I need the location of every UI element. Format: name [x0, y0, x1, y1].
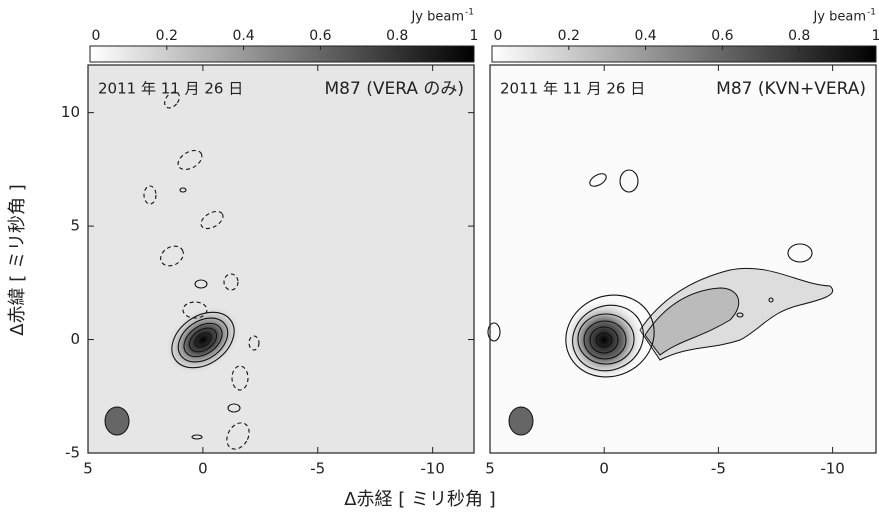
x-tick-label: 5 [485, 460, 495, 478]
x-tick-label: -10 [820, 460, 845, 478]
colorbar-tick-label: 0.8 [788, 28, 810, 44]
y-tick-label: 0 [70, 330, 80, 348]
frame [87, 64, 475, 454]
colorbar-label: Jy beam [410, 10, 464, 25]
y-axis-label: Δ赤緯 [ ミリ秒角 ] [7, 184, 28, 336]
y-tick-label: 5 [70, 217, 80, 235]
colorbar-tick-label: 0.4 [232, 28, 254, 44]
colorbar-tick-label: 0.2 [156, 28, 178, 44]
x-tick-label: -5 [310, 460, 325, 478]
image-background [88, 65, 474, 453]
y-tick-label: 10 [61, 103, 80, 121]
x-tick-label: -5 [711, 460, 726, 478]
date-label: 2011 年 11 月 26 日 [98, 80, 243, 98]
panel-title: M87 (VERA のみ) [325, 79, 465, 99]
x-tick-label: 0 [198, 460, 208, 478]
date-label: 2011 年 11 月 26 日 [500, 80, 645, 98]
colorbar-tick-label: 1 [470, 28, 479, 44]
image-background [490, 65, 876, 453]
contours [104, 91, 260, 450]
colorbar-label-sup: -1 [867, 8, 876, 18]
colorbar-label-sup: -1 [465, 8, 474, 18]
colorbar-tick-label: 0 [494, 28, 503, 44]
y-tick-label: -5 [65, 444, 80, 462]
colorbar [89, 45, 475, 63]
colorbar-tick-label: 0.8 [386, 28, 408, 44]
colorbar-tick-label: 1 [872, 28, 879, 44]
colorbar-tick-label: 0.6 [711, 28, 733, 44]
contours [487, 169, 833, 436]
colorbar-tick-label: 0.6 [309, 28, 331, 44]
x-tick-label: 0 [599, 460, 609, 478]
panel-title: M87 (KVN+VERA) [716, 79, 866, 99]
frame [489, 64, 877, 454]
colorbar [491, 45, 877, 63]
colorbar-label: Jy beam [812, 10, 866, 25]
colorbar-tick-label: 0.4 [634, 28, 656, 44]
x-tick-label: -10 [420, 460, 445, 478]
colorbar-tick-label: 0.2 [558, 28, 580, 44]
colorbar-tick-label: 0 [92, 28, 101, 44]
x-tick-label: 5 [83, 460, 93, 478]
x-axis-label: Δ赤経 [ ミリ秒角 ] [344, 489, 496, 510]
